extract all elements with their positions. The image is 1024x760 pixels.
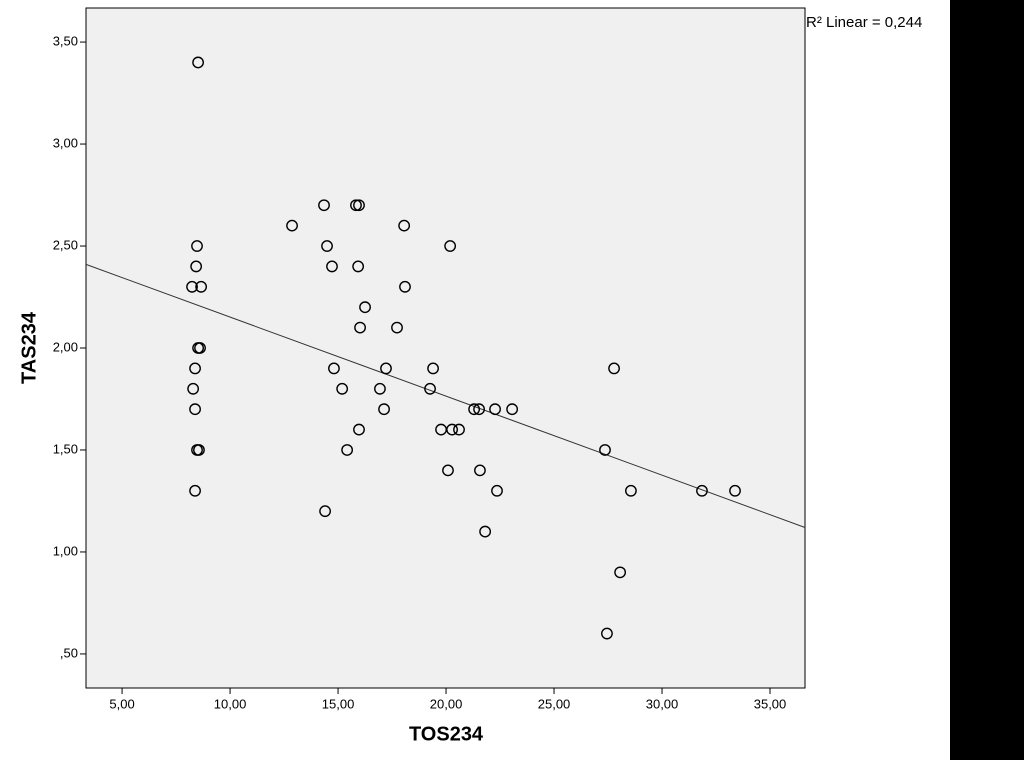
point: [359, 301, 371, 314]
point: [187, 382, 200, 395]
point: [479, 525, 492, 538]
point: [353, 423, 365, 436]
x-tick-label: 20,00: [430, 696, 463, 711]
point: [186, 280, 198, 293]
x-tick-label: 25,00: [538, 696, 571, 711]
y-tick-label: 2,50: [53, 237, 78, 252]
point: [195, 280, 208, 293]
point: [473, 403, 485, 416]
point: [286, 219, 298, 232]
point: [189, 403, 201, 416]
x-tick-label: 30,00: [646, 696, 679, 711]
x-axis-title: TOS234: [409, 723, 484, 745]
point: [189, 362, 201, 375]
r-squared-annotation: R² Linear = 0,244: [806, 14, 922, 31]
point: [190, 260, 203, 273]
point: [328, 362, 340, 375]
point: [453, 423, 465, 436]
point: [601, 627, 613, 640]
point: [398, 219, 411, 232]
x-tick-label: 10,00: [214, 696, 247, 711]
point: [468, 403, 481, 416]
point: [446, 423, 458, 436]
point: [729, 484, 741, 497]
y-tick-label: 1,50: [53, 441, 78, 456]
point: [326, 260, 338, 273]
x-tick-label: 15,00: [322, 696, 355, 711]
point: [350, 199, 362, 212]
point: [489, 403, 501, 416]
point: [380, 362, 392, 375]
point: [614, 566, 627, 579]
point: [625, 484, 637, 497]
x-tick-label: 5,00: [109, 696, 134, 711]
point: [474, 464, 486, 477]
point: [189, 484, 201, 497]
point: [599, 444, 611, 456]
point: [192, 56, 204, 69]
point: [442, 464, 454, 477]
point: [427, 362, 439, 375]
y-tick-label: 2,00: [53, 339, 78, 354]
point: [424, 382, 436, 395]
plot-area: [85, 7, 806, 689]
point: [696, 484, 708, 497]
side-bar: [950, 0, 1024, 760]
point: [506, 403, 519, 416]
point: [491, 484, 503, 497]
point: [353, 199, 365, 212]
point: [608, 362, 620, 375]
y-tick-label: 1,00: [53, 543, 78, 558]
point: [191, 240, 203, 252]
point: [193, 444, 205, 456]
point: [378, 403, 390, 416]
y-tick-label: 3,00: [53, 135, 78, 150]
x-tick-label: 35,00: [754, 696, 787, 711]
point: [319, 505, 331, 518]
point: [336, 382, 349, 395]
point: [321, 240, 333, 252]
point: [341, 444, 354, 456]
point: [354, 321, 366, 334]
y-tick-label: ,50: [60, 645, 78, 660]
point: [194, 342, 206, 354]
fit-line: [85, 263, 806, 528]
y-axis-title: TAS234: [18, 311, 40, 384]
point: [399, 280, 411, 293]
point: [352, 260, 365, 273]
point: [374, 382, 386, 395]
point: [318, 199, 330, 212]
y-tick-label: 3,50: [53, 33, 78, 48]
point: [391, 321, 403, 334]
point: [444, 240, 457, 252]
